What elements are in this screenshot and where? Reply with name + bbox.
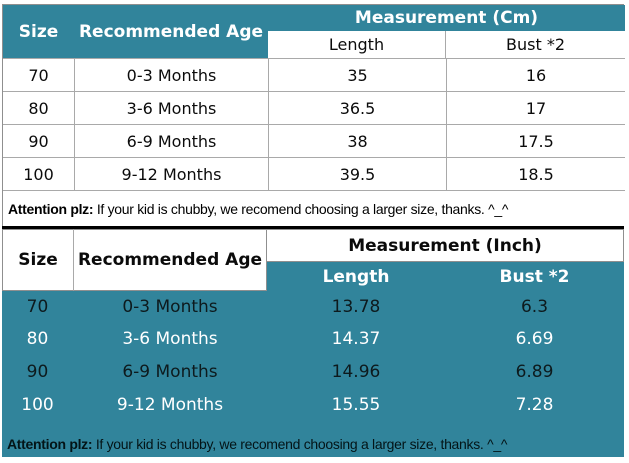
inch-cell-age: 6-9 Months	[73, 355, 267, 388]
cm-cell-size: 80	[3, 91, 74, 124]
cm-header-length: Length	[268, 31, 446, 58]
cm-cell-age: 3-6 Months	[74, 91, 268, 124]
attention-note-text: Attention plz: If your kid is chubby, we…	[7, 436, 507, 452]
inch-header-size: Size	[2, 229, 73, 291]
cm-attention-note: Attention plz: If your kid is chubby, we…	[3, 190, 625, 226]
inch-cell-age: 0-3 Months	[73, 291, 267, 323]
inch-cell-bust: 6.3	[445, 291, 624, 323]
attention-note-prefix: Attention plz:	[8, 200, 94, 217]
inch-cell-length: 14.37	[267, 323, 445, 355]
inch-cell-length: 15.55	[267, 388, 445, 421]
cm-cell-bust: 18.5	[446, 157, 625, 190]
table-divider	[2, 226, 624, 229]
inch-header-length: Length	[267, 262, 445, 291]
inch-header-measurement: Measurement (Inch)	[267, 229, 624, 262]
inch-cell-length: 14.96	[267, 355, 445, 388]
cm-cell-length: 35	[268, 58, 446, 91]
inch-attention-note: Attention plz: If your kid is chubby, we…	[2, 421, 624, 457]
cm-header-size: Size	[3, 5, 74, 58]
inch-header-age: Recommended Age	[73, 229, 267, 291]
inch-cell-length: 13.78	[267, 291, 445, 323]
attention-note-body: If your kid is chubby, we recomend choos…	[92, 436, 508, 452]
cm-header-measurement: Measurement (Cm)	[268, 5, 625, 31]
inch-cell-bust: 6.89	[445, 355, 624, 388]
cm-cell-size: 100	[3, 157, 74, 190]
inch-cell-age: 9-12 Months	[73, 388, 267, 421]
inch-cell-bust: 7.28	[445, 388, 624, 421]
inch-size-table: Size Recommended Age Measurement (Inch) …	[2, 229, 624, 457]
inch-cell-size: 100	[2, 388, 73, 421]
attention-note-body: If your kid is chubby, we recomend choos…	[93, 200, 509, 217]
inch-cell-age: 3-6 Months	[73, 323, 267, 355]
cm-cell-bust: 16	[446, 58, 625, 91]
attention-note-text: Attention plz: If your kid is chubby, we…	[8, 201, 508, 217]
size-chart-sheet: Size Recommended Age Measurement (Cm) Le…	[2, 4, 625, 457]
cm-header-bust: Bust *2	[446, 31, 625, 58]
cm-cell-age: 6-9 Months	[74, 124, 268, 157]
inch-cell-size: 80	[2, 323, 73, 355]
cm-cell-age: 9-12 Months	[74, 157, 268, 190]
cm-cell-size: 90	[3, 124, 74, 157]
cm-cell-size: 70	[3, 58, 74, 91]
inch-cell-size: 70	[2, 291, 73, 323]
inch-cell-size: 90	[2, 355, 73, 388]
cm-size-table: Size Recommended Age Measurement (Cm) Le…	[2, 4, 625, 226]
cm-cell-length: 39.5	[268, 157, 446, 190]
cm-cell-age: 0-3 Months	[74, 58, 268, 91]
cm-cell-length: 36.5	[268, 91, 446, 124]
cm-cell-bust: 17.5	[446, 124, 625, 157]
cm-cell-length: 38	[268, 124, 446, 157]
cm-cell-bust: 17	[446, 91, 625, 124]
cm-header-age: Recommended Age	[74, 5, 268, 58]
inch-cell-bust: 6.69	[445, 323, 624, 355]
attention-note-prefix: Attention plz:	[7, 436, 93, 452]
inch-header-bust: Bust *2	[445, 262, 624, 291]
